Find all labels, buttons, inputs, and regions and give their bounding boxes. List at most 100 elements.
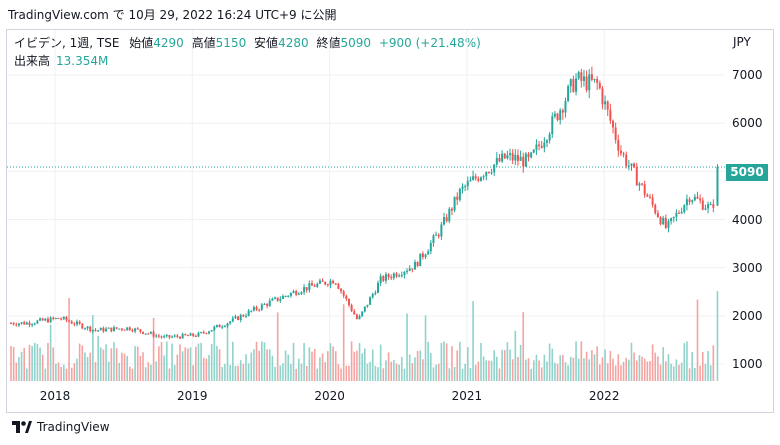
volume-bar — [575, 341, 577, 381]
volume-bar — [345, 365, 348, 381]
candle-body — [630, 163, 633, 166]
candle-body — [440, 224, 443, 237]
candle-body — [443, 217, 446, 225]
change-value: +900 (+21.48%) — [378, 36, 481, 50]
volume-bar — [44, 368, 47, 381]
volume-bar — [26, 368, 28, 381]
volume-bar — [506, 342, 509, 381]
candle-body — [39, 318, 42, 321]
y-tick-label: 7000 — [732, 68, 763, 83]
volume-bar — [704, 364, 707, 381]
volume-bar — [47, 343, 49, 381]
candle-body — [120, 328, 123, 330]
volume-bar — [52, 347, 55, 381]
volume-bar — [400, 356, 403, 381]
volume-bar — [688, 368, 691, 381]
candle-body — [548, 134, 551, 141]
candle-body — [144, 333, 147, 335]
candle-body — [479, 177, 482, 181]
volume-bar — [358, 343, 361, 381]
volume-bar — [221, 367, 224, 381]
candle-body — [432, 235, 435, 244]
candle-body — [516, 154, 519, 161]
candle-body — [324, 281, 327, 285]
volume-bar — [638, 355, 641, 381]
volume-bar — [10, 345, 12, 381]
volume-bar — [342, 304, 345, 381]
candle-body — [474, 176, 477, 179]
y-tick-label: 6000 — [732, 116, 763, 131]
candle-body — [448, 208, 451, 222]
candle-body — [250, 310, 253, 312]
candle-body — [469, 179, 472, 182]
candle-body — [176, 335, 179, 337]
volume-bar — [205, 358, 208, 381]
candle-body — [659, 217, 662, 225]
volume-bar — [609, 350, 612, 381]
volume-bar — [699, 365, 701, 381]
volume-bar — [102, 349, 105, 381]
candle-body — [350, 305, 353, 312]
tradingview-brand[interactable]: TradingView — [12, 420, 110, 434]
candle-body — [614, 127, 617, 140]
candle-body — [318, 280, 321, 284]
volume-bar — [292, 342, 295, 381]
volume-bar — [31, 346, 33, 381]
candle-body — [115, 327, 118, 329]
volume-bar — [118, 362, 121, 381]
candle-body — [136, 328, 139, 330]
volume-bar — [554, 362, 556, 381]
candle-body — [487, 172, 490, 174]
candle-body — [585, 76, 588, 91]
volume-bar — [588, 359, 591, 381]
volume-bar — [319, 357, 321, 381]
candle-body — [210, 330, 213, 332]
candle-body — [377, 282, 380, 293]
candle-body — [390, 277, 393, 279]
volume-bar — [535, 354, 538, 381]
candle-body — [192, 333, 195, 336]
candle-body — [184, 333, 187, 336]
candle-body — [643, 184, 646, 195]
candle-body — [400, 275, 403, 277]
candle-body — [147, 333, 150, 335]
chart-frame — [6, 29, 774, 413]
candle-body — [340, 288, 343, 292]
candle-body — [633, 163, 636, 168]
candle-body — [105, 328, 108, 332]
volume-bar — [532, 360, 535, 381]
volume-bar — [564, 362, 567, 381]
volume-bar — [604, 349, 606, 381]
candle-body — [57, 318, 60, 320]
volume-bar — [179, 344, 181, 381]
candle-body — [255, 307, 258, 310]
x-tick-label: 2020 — [314, 389, 345, 403]
volume-bar — [509, 349, 511, 381]
volume-bar — [287, 354, 290, 381]
candle-body — [627, 165, 630, 167]
volume-bar — [181, 351, 184, 381]
volume-bar — [165, 341, 168, 381]
volume-bar — [121, 352, 123, 381]
volume-bar — [556, 363, 559, 381]
candle-body — [213, 326, 216, 331]
volume-bar — [572, 357, 575, 381]
low-value: 4280 — [278, 36, 309, 50]
candle-body — [94, 329, 97, 331]
volume-bar — [614, 365, 617, 381]
volume-bar — [123, 353, 126, 381]
volume-bar — [152, 317, 155, 381]
volume-bar — [290, 363, 292, 381]
candle-body — [41, 318, 44, 321]
candle-body — [450, 208, 453, 211]
candle-body — [218, 324, 221, 328]
candle-body — [329, 280, 332, 286]
volume-bar — [173, 364, 176, 381]
candle-body — [260, 304, 263, 310]
candle-body — [25, 322, 28, 325]
candle-body — [139, 329, 142, 332]
candle-body — [466, 181, 469, 187]
candle-body — [619, 150, 622, 154]
candle-body — [604, 101, 607, 105]
